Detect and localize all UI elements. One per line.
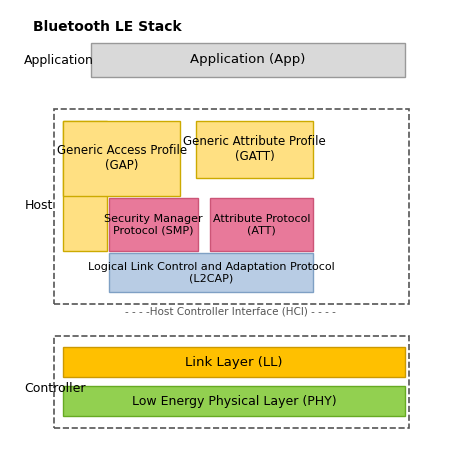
Text: Logical Link Control and Adaptation Protocol
(L2CAP): Logical Link Control and Adaptation Prot… bbox=[88, 262, 334, 284]
Text: Generic Access Profile
(GAP): Generic Access Profile (GAP) bbox=[57, 144, 187, 172]
FancyBboxPatch shape bbox=[210, 198, 313, 251]
FancyBboxPatch shape bbox=[109, 198, 198, 251]
Text: Application (App): Application (App) bbox=[190, 53, 305, 66]
Text: Bluetooth LE Stack: Bluetooth LE Stack bbox=[34, 20, 182, 34]
Text: Host: Host bbox=[24, 199, 53, 212]
FancyBboxPatch shape bbox=[63, 120, 107, 251]
FancyBboxPatch shape bbox=[109, 254, 313, 292]
FancyBboxPatch shape bbox=[63, 347, 405, 377]
FancyBboxPatch shape bbox=[91, 42, 405, 77]
Text: Generic Attribute Profile
(GATT): Generic Attribute Profile (GATT) bbox=[183, 135, 326, 163]
Text: Controller: Controller bbox=[24, 382, 86, 395]
FancyBboxPatch shape bbox=[63, 386, 405, 416]
Text: - - - -Host Controller Interface (HCI) - - - -: - - - -Host Controller Interface (HCI) -… bbox=[125, 307, 336, 317]
FancyBboxPatch shape bbox=[196, 120, 313, 178]
Text: Attribute Protocol
(ATT): Attribute Protocol (ATT) bbox=[213, 214, 310, 236]
Text: Security Manager
Protocol (SMP): Security Manager Protocol (SMP) bbox=[105, 214, 203, 236]
Text: Low Energy Physical Layer (PHY): Low Energy Physical Layer (PHY) bbox=[132, 395, 336, 408]
Text: Application: Application bbox=[24, 53, 94, 66]
Text: Link Layer (LL): Link Layer (LL) bbox=[185, 356, 283, 369]
FancyBboxPatch shape bbox=[63, 120, 180, 196]
